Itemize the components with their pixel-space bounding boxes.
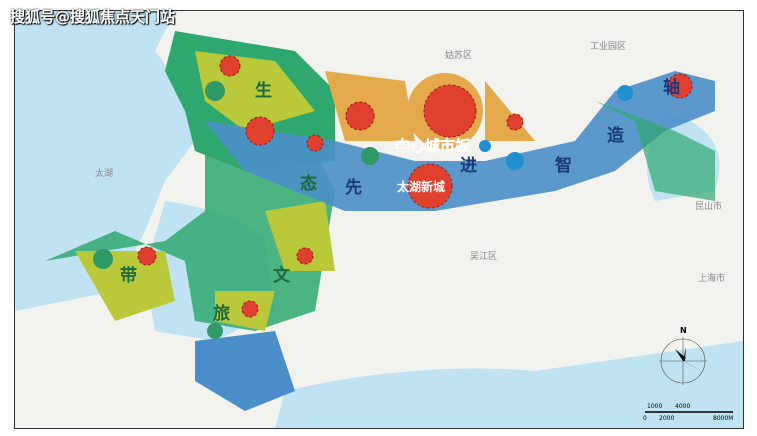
- watermark: 搜狐号@搜狐焦点天门站: [10, 8, 176, 26]
- scale-label: 4000: [675, 403, 690, 410]
- zone-center-label: 中心城市板: [395, 137, 471, 155]
- scale-label: 0: [643, 415, 647, 422]
- district-label: 昆山市: [695, 200, 722, 212]
- planning-map: 生 态 先 进 智 造 轴 带 文 旅 中心城市板 太湖新城 姑苏区 工业园区 …: [14, 10, 744, 429]
- district-label: 姑苏区: [445, 49, 472, 61]
- axis-char: 先: [345, 177, 362, 198]
- axis-char: 智: [555, 155, 572, 176]
- belt-char: 带: [120, 265, 137, 286]
- compass-rose-icon: N: [659, 326, 707, 385]
- district-label: 工业园区: [590, 41, 626, 52]
- district-label: 太湖: [95, 167, 113, 179]
- scale-label: 8000M: [713, 415, 733, 422]
- district-label: 吴江区: [470, 251, 497, 262]
- axis-char: 进: [460, 156, 477, 176]
- compass-north: N: [680, 326, 687, 335]
- southwest-green-belt: [45, 131, 335, 331]
- axis-char: 造: [607, 126, 625, 146]
- innovation-axis-band: [205, 71, 715, 211]
- axis-char: 态: [300, 173, 317, 194]
- belt-char: 旅: [213, 303, 230, 324]
- scale-label: 1000: [647, 403, 662, 410]
- axis-char: 生: [255, 80, 272, 101]
- axis-char: 轴: [663, 77, 680, 98]
- taihu-lake: [15, 11, 195, 311]
- scale-label: 2000: [659, 415, 674, 422]
- zone-taihu-new-label: 太湖新城: [397, 179, 445, 194]
- belt-char: 文: [273, 265, 291, 286]
- scale-bar: 1000 4000 0 2000 8000M: [643, 403, 733, 422]
- district-label: 上海市: [698, 272, 725, 284]
